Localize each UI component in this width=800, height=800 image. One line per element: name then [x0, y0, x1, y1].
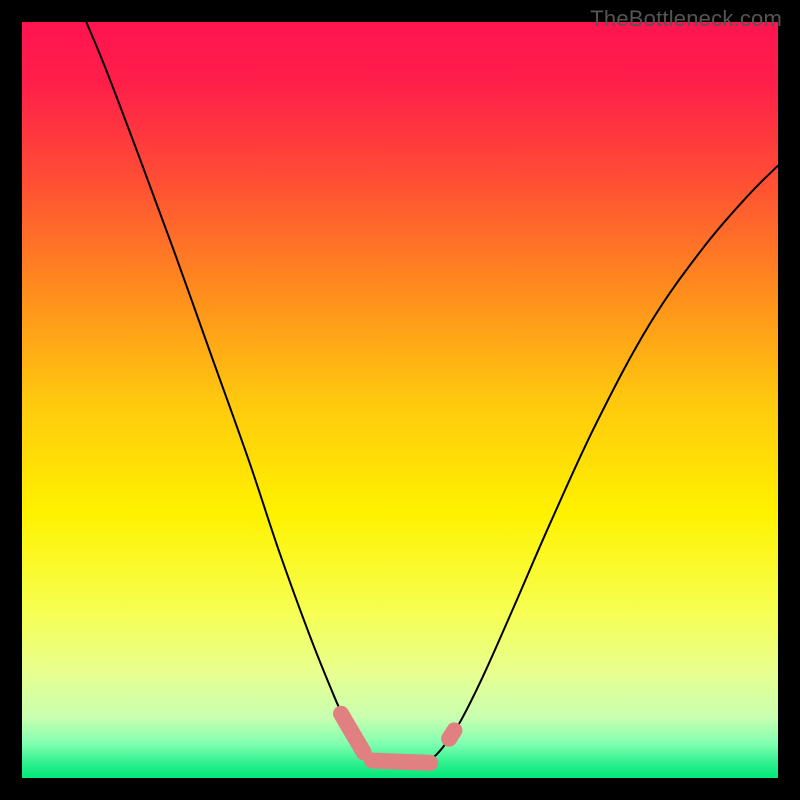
highlight-segment-0 — [341, 714, 364, 753]
chart-svg — [22, 22, 778, 778]
plot-area — [22, 22, 778, 778]
chart-frame: TheBottleneck.com — [0, 0, 800, 800]
watermark-text: TheBottleneck.com — [590, 6, 782, 32]
bottleneck-curve — [86, 22, 778, 767]
highlight-segment-1 — [372, 761, 430, 763]
highlight-segment-2 — [449, 730, 454, 738]
